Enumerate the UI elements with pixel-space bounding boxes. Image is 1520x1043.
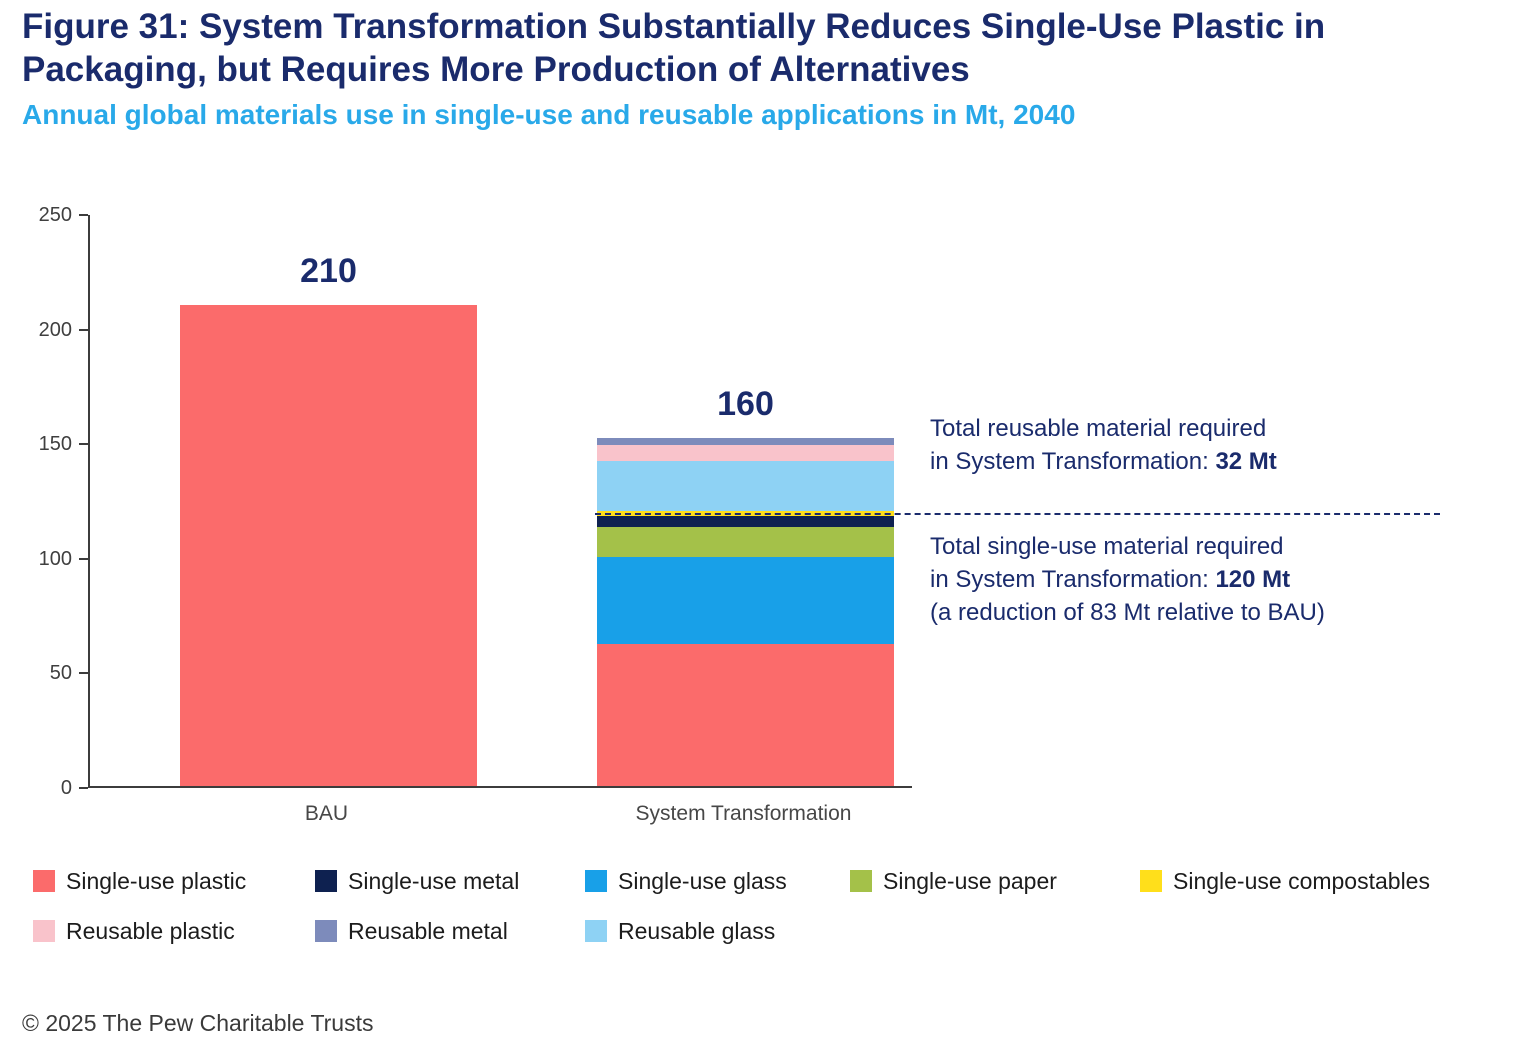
- bar-segment-single-use-glass: [597, 556, 894, 644]
- legend: Single-use plastic Single-use metal Single…: [33, 866, 1503, 966]
- y-tick-label: 200: [38, 318, 72, 341]
- y-tick-label: 0: [60, 777, 72, 799]
- legend-item-single-use-plastic: Single-use plastic: [33, 868, 315, 895]
- x-axis-label-bau: BAU: [304, 802, 349, 825]
- bar-segment-reusable-glass: [597, 460, 894, 511]
- legend-label: Reusable glass: [618, 917, 776, 944]
- legend-label: Single-use metal: [348, 867, 520, 894]
- y-tick-label: 250: [38, 204, 72, 226]
- annotation-text: in System Transformation:: [930, 448, 1216, 475]
- y-tick-mark: [79, 443, 88, 446]
- bar-total-label: 160: [717, 384, 774, 423]
- bar-segment-reusable-plastic: [597, 444, 894, 461]
- y-tick-mark: [79, 672, 88, 675]
- legend-swatch: [33, 870, 55, 892]
- y-tick-label: 100: [38, 547, 72, 570]
- annotation-single-use-total: Total single-use material required in Sy…: [930, 530, 1470, 629]
- annotation-line: in System Transformation: 32 Mt: [930, 445, 1470, 478]
- annotation-reusable-total: Total reusable material required in Syst…: [930, 412, 1470, 478]
- figure-subtitle: Annual global materials use in single-us…: [22, 99, 1076, 131]
- bar-segment-single-use-plastic: [597, 643, 894, 786]
- legend-item-single-use-compostables: Single-use compostables: [1140, 868, 1430, 895]
- threshold-dashed-line: [595, 512, 1440, 515]
- bar-segment-single-use-paper: [597, 527, 894, 557]
- annotation-value: 120 Mt: [1215, 566, 1291, 593]
- annotation-line: (a reduction of 83 Mt relative to BAU): [930, 599, 1325, 626]
- legend-item-single-use-paper: Single-use paper: [850, 868, 1140, 895]
- y-tick-mark: [79, 214, 88, 216]
- legend-item-single-use-metal: Single-use metal: [315, 868, 585, 895]
- legend-item-reusable-metal: Reusable metal: [315, 918, 585, 945]
- bar-segment-single-use-metal: [597, 515, 894, 528]
- legend-swatch: [315, 870, 337, 892]
- plot-area: 210 160: [88, 215, 912, 788]
- annotation-line: Total reusable material required: [930, 415, 1267, 442]
- y-tick-mark: [79, 787, 88, 789]
- legend-swatch: [850, 870, 872, 892]
- bar-segment-single-use-plastic: [180, 304, 477, 786]
- figure-header: Figure 31: System Transformation Substan…: [22, 6, 1482, 131]
- bar-bau: 210: [180, 215, 477, 786]
- legend-swatch: [1140, 870, 1162, 892]
- annotation-line: Total single-use material required: [930, 533, 1284, 560]
- x-axis-label-system-transformation: System Transformation: [635, 802, 852, 825]
- stacked-bar-chart: 210 160 Total reusable material required …: [38, 204, 1470, 825]
- legend-label: Reusable metal: [348, 917, 508, 944]
- annotation-text: in System Transformation:: [930, 566, 1216, 593]
- annotation-line: in System Transformation: 120 Mt: [930, 563, 1470, 596]
- copyright: © 2025 The Pew Charitable Trusts: [22, 1010, 374, 1036]
- legend-label: Single-use compostables: [1173, 867, 1430, 894]
- y-tick-mark: [79, 328, 88, 331]
- legend-row-single-use: Single-use plastic Single-use metal Single…: [33, 866, 1503, 896]
- legend-item-single-use-glass: Single-use glass: [585, 868, 850, 895]
- legend-item-reusable-plastic: Reusable plastic: [33, 918, 315, 945]
- legend-label: Reusable plastic: [66, 917, 235, 944]
- legend-label: Single-use paper: [883, 867, 1057, 894]
- legend-row-reusable: Reusable plastic Reusable metal Reusable g…: [33, 916, 1503, 946]
- bar-total-label: 210: [300, 251, 357, 290]
- figure-title: Figure 31: System Transformation Substan…: [22, 7, 1326, 89]
- legend-swatch: [315, 920, 337, 942]
- y-tick-mark: [79, 557, 88, 560]
- bar-segment-reusable-metal: [597, 437, 894, 445]
- y-tick-label: 150: [38, 433, 72, 456]
- legend-swatch: [585, 870, 607, 892]
- legend-label: Single-use plastic: [66, 867, 247, 894]
- legend-swatch: [585, 920, 607, 942]
- annotation-value: 32 Mt: [1215, 448, 1277, 475]
- legend-label: Single-use glass: [618, 867, 787, 894]
- legend-swatch: [33, 920, 55, 942]
- legend-item-reusable-glass: Reusable glass: [585, 918, 850, 945]
- figure-footer: © 2025 The Pew Charitable Trusts: [22, 1010, 373, 1037]
- bar-system-transformation: 160: [597, 215, 894, 786]
- y-tick-label: 50: [49, 662, 72, 685]
